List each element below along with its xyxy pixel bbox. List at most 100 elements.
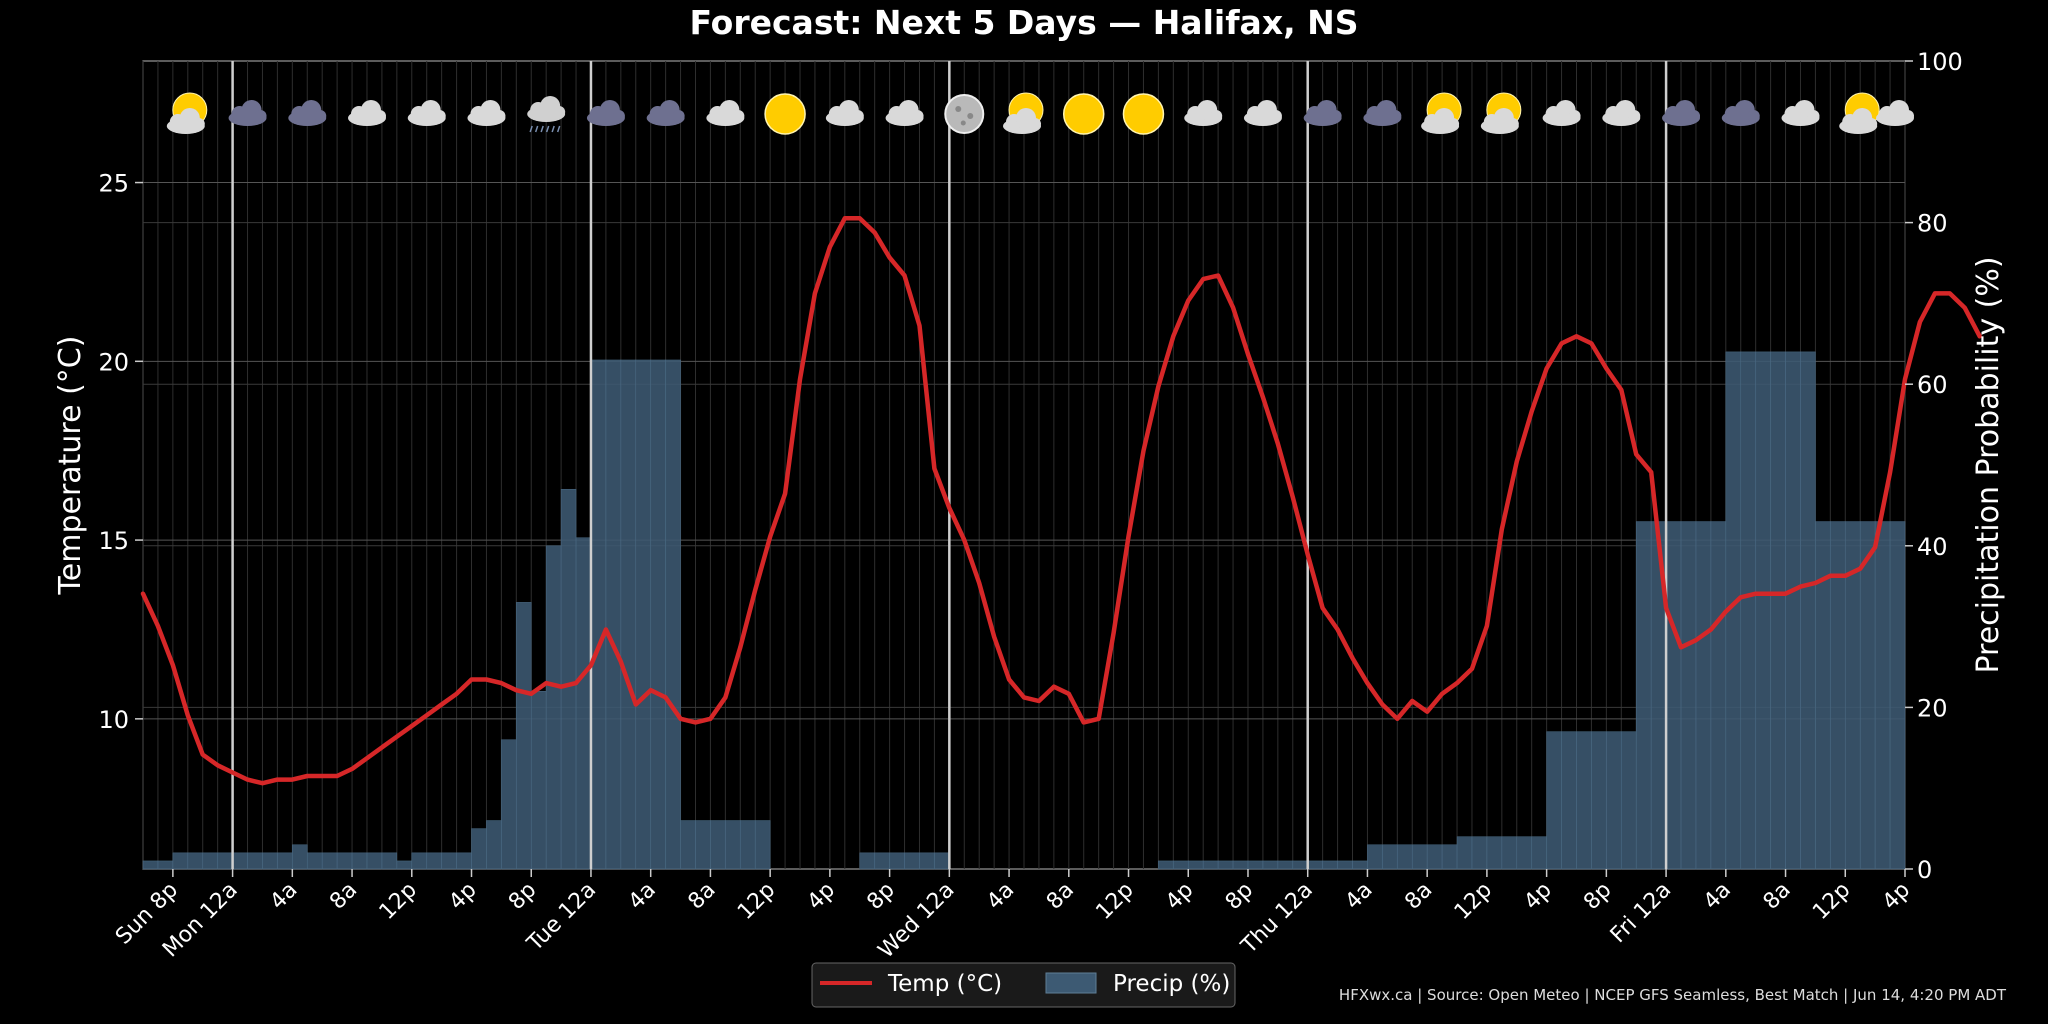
precip-bar	[1680, 521, 1697, 870]
x-tick-label: 4a	[982, 878, 1019, 915]
cloud-puff	[911, 110, 924, 122]
precip-bar	[665, 359, 681, 870]
x-tick-label: 4a	[265, 878, 302, 915]
right-tick-label: 40	[1917, 533, 1948, 561]
cloud-shape	[1480, 108, 1519, 134]
precip-bar	[934, 852, 950, 870]
precip-bar	[1411, 844, 1428, 870]
precip-bar	[1441, 844, 1458, 870]
right-tick-label: 60	[1917, 371, 1948, 399]
dark-cloud-icon	[1662, 100, 1701, 126]
precip-bar	[1232, 860, 1249, 870]
cloud-puff	[732, 110, 745, 122]
moon-icon	[944, 94, 985, 134]
precip-bar	[1635, 521, 1652, 870]
precip-bar	[1531, 836, 1547, 870]
x-tick-label: 12p	[1808, 878, 1855, 925]
precip-bar	[172, 852, 189, 870]
right-axis-label: Precipitation Probability (%)	[1971, 256, 2006, 673]
precip-bar	[1770, 351, 1786, 870]
cloud-puff	[1269, 110, 1282, 122]
x-tick-label: 12p	[1091, 878, 1138, 925]
precip-bar	[307, 852, 323, 870]
precip-bar	[1665, 521, 1682, 870]
moon-crater	[960, 120, 966, 126]
cloud-puff	[553, 106, 566, 118]
precip-bar	[1546, 731, 1562, 870]
legend: Temp (°C) Precip (%)	[811, 962, 1236, 1008]
precip-bar	[754, 820, 771, 870]
sun-icon	[764, 93, 806, 135]
sun-cloud-icon	[166, 92, 208, 134]
precip-bar	[620, 359, 637, 870]
dark-cloud-icon	[646, 100, 685, 126]
precip-bar	[187, 852, 203, 870]
precip-bar	[710, 820, 726, 870]
precip-bar	[1217, 860, 1234, 870]
precip-bar	[874, 852, 890, 870]
footer-credit: HFXwx.ca | Source: Open Meteo | NCEP GFS…	[1339, 986, 2007, 1004]
precip-bar	[366, 852, 383, 870]
precip-bar	[232, 852, 248, 870]
precip-bar	[1785, 351, 1801, 870]
cloud-puff	[1029, 118, 1041, 130]
dark-cloud-icon	[586, 100, 625, 126]
left-tick-label: 25	[98, 170, 129, 198]
cloud-puff	[314, 110, 327, 122]
precip-bar	[1337, 860, 1353, 870]
precip-bar	[1262, 860, 1279, 870]
sun-icon	[1062, 93, 1105, 135]
dark-cloud-icon	[228, 100, 267, 126]
precip-bar	[1486, 836, 1503, 870]
precip-bar	[1382, 844, 1398, 870]
left-tick-label: 10	[98, 706, 129, 734]
precip-bar	[157, 860, 174, 870]
cloud-icon	[885, 100, 924, 126]
precip-bar	[411, 852, 427, 870]
rain-drop	[545, 125, 550, 133]
cloud-shape	[288, 100, 327, 126]
precip-bar	[590, 359, 607, 870]
sun-disc	[764, 93, 806, 135]
precip-bar	[1277, 860, 1294, 870]
x-tick-label: Fri 12a	[1606, 878, 1676, 948]
right-tick-label: 80	[1917, 210, 1948, 238]
sun-cloud-icon	[1839, 92, 1880, 134]
day-boundary-lines	[231, 61, 1668, 869]
horizontal-gridlines	[143, 182, 1905, 720]
cloud-puff	[1506, 118, 1519, 130]
cloud-shape	[706, 100, 745, 126]
x-tick-label: 8a	[684, 878, 721, 915]
precip-bar	[321, 852, 338, 870]
precip-bar	[1202, 860, 1219, 870]
cloud-shape	[527, 96, 566, 122]
cloud-puff	[1628, 110, 1641, 122]
cloud-puff	[1568, 110, 1581, 122]
precip-bar	[381, 852, 398, 870]
precip-bar	[889, 852, 905, 870]
precip-bar	[456, 852, 472, 870]
precip-bar	[426, 852, 442, 870]
precip-bar	[1173, 860, 1189, 870]
dark-cloud-icon	[1303, 100, 1342, 126]
cloud-puff	[1902, 110, 1914, 122]
cloud-icon	[825, 100, 864, 126]
cloud-shape	[646, 100, 685, 126]
sun-cloud-icon	[1480, 92, 1522, 134]
precip-bar	[262, 852, 278, 870]
precip-bar	[575, 537, 592, 870]
precip-bar	[1426, 844, 1443, 870]
precip-bar	[740, 820, 756, 870]
sun-cloud-icon	[1003, 92, 1044, 134]
cloud-puff	[851, 110, 864, 122]
precip-bar	[904, 852, 920, 870]
cloud-icon	[347, 100, 386, 126]
cloud-shape	[885, 100, 924, 126]
precip-bar	[1710, 521, 1727, 870]
cloud-puff	[672, 110, 685, 122]
legend-temp-label: Temp (°C)	[887, 971, 1002, 997]
cloud-icon	[1184, 100, 1223, 126]
precip-bar	[680, 820, 696, 870]
dark-cloud-icon	[1363, 100, 1402, 126]
